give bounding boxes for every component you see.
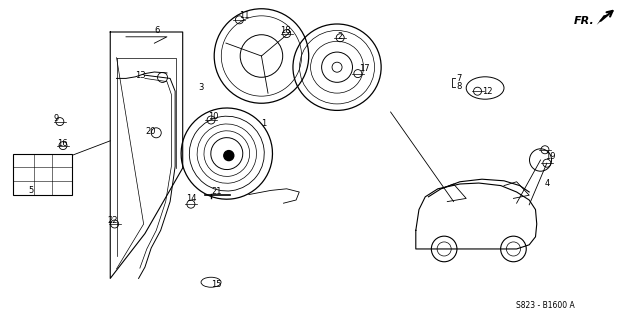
Text: 20: 20 [145,127,156,136]
Text: 5: 5 [28,186,33,195]
Text: 15: 15 [211,280,222,289]
Text: 2: 2 [337,32,342,41]
Text: 19: 19 [545,152,556,161]
Text: 18: 18 [280,26,291,35]
Text: 7: 7 [457,74,462,83]
Text: FR.: FR. [573,16,594,26]
Text: 9: 9 [54,114,59,123]
Text: 14: 14 [186,194,197,203]
Circle shape [224,151,234,161]
Text: 21: 21 [211,188,222,196]
Text: 12: 12 [482,87,493,96]
Text: 16: 16 [57,140,67,148]
Text: 10: 10 [208,112,219,121]
Text: 13: 13 [135,71,146,80]
Text: 17: 17 [359,64,370,73]
Polygon shape [597,14,608,25]
Text: 1: 1 [261,119,266,128]
Text: 4: 4 [545,180,550,188]
Text: 3: 3 [198,84,204,92]
Text: S823 - B1600 A: S823 - B1600 A [515,301,575,310]
Text: 6: 6 [154,26,160,35]
Text: 22: 22 [107,216,118,225]
Text: 8: 8 [457,82,462,91]
Text: 11: 11 [239,11,250,20]
